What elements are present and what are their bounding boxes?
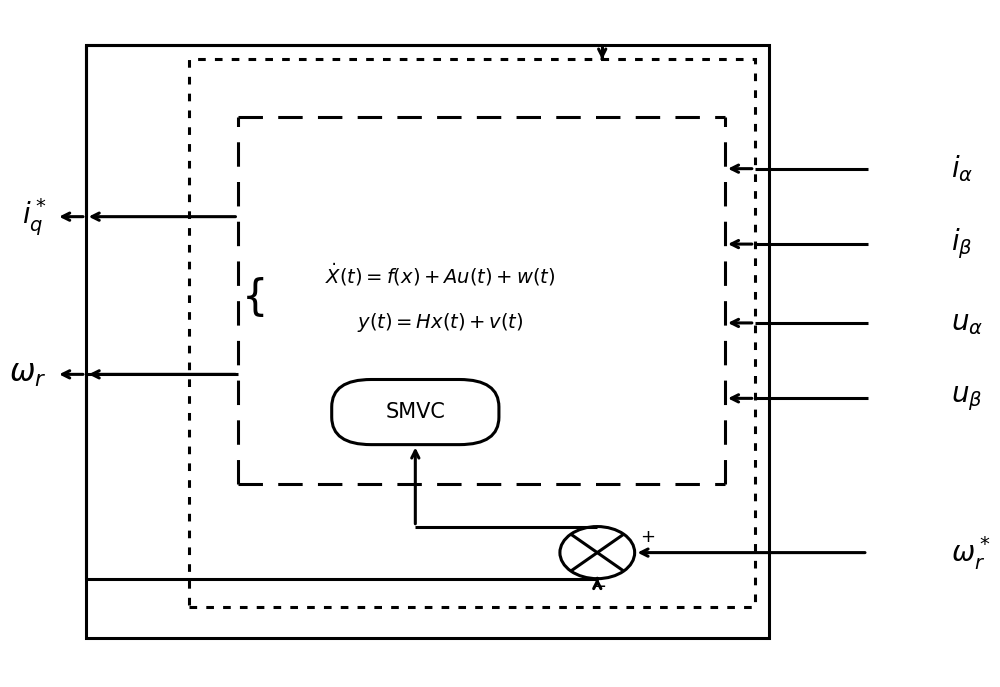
Text: $\dot{X}(t) = f(x) + Au(t) + w(t)$: $\dot{X}(t) = f(x) + Au(t) + w(t)$ xyxy=(325,262,555,289)
Text: $\omega_r^*$: $\omega_r^*$ xyxy=(951,534,991,572)
Bar xyxy=(86,45,769,638)
Text: $-$: $-$ xyxy=(591,576,606,594)
Text: $u_{\alpha}$: $u_{\alpha}$ xyxy=(951,309,984,337)
Text: $i_{\alpha}$: $i_{\alpha}$ xyxy=(951,153,974,184)
Text: SMVC: SMVC xyxy=(385,402,445,422)
Text: $i_q^*$: $i_q^*$ xyxy=(22,196,46,238)
Text: $u_{\beta}$: $u_{\beta}$ xyxy=(951,384,983,413)
Text: $i_{\beta}$: $i_{\beta}$ xyxy=(951,227,973,261)
Text: $\{$: $\{$ xyxy=(241,275,265,319)
Text: $y(t) = Hx(t) + v(t)$: $y(t) = Hx(t) + v(t)$ xyxy=(357,311,523,335)
Text: $\omega_r$: $\omega_r$ xyxy=(9,360,46,389)
Text: +: + xyxy=(641,528,656,546)
Bar xyxy=(189,59,755,607)
